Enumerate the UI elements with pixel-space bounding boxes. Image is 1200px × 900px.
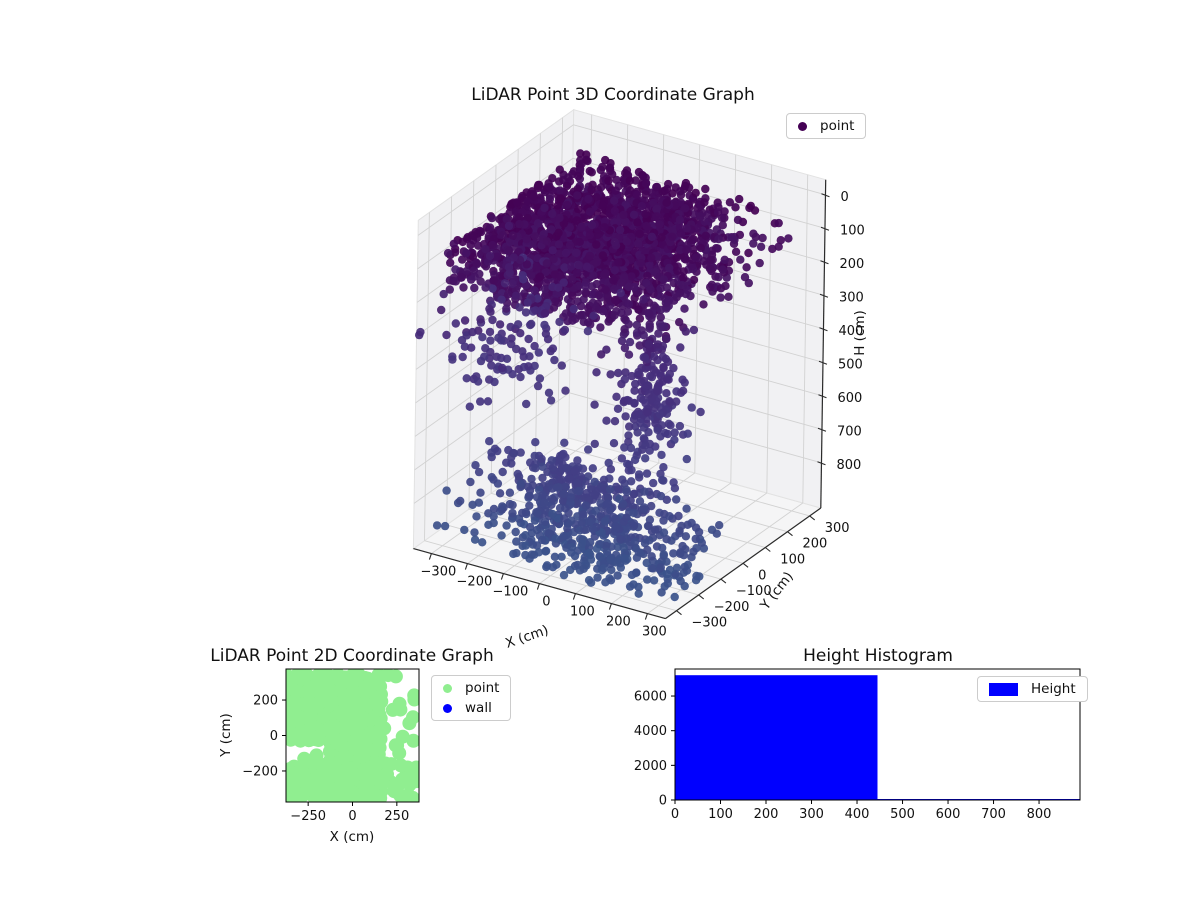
tick-label: 6000 <box>634 690 667 705</box>
tick-label: −200 <box>242 764 278 779</box>
hist-bar <box>675 675 878 800</box>
tick-label: 0 <box>671 807 679 822</box>
tick-label: 2000 <box>634 759 667 774</box>
hist-legend: Height <box>977 676 1088 702</box>
tick-label: 0 <box>840 190 848 205</box>
tick-label: 300 <box>825 521 850 536</box>
legend-item-point: point <box>443 680 499 696</box>
plot2d-xaxis-label: X (cm) <box>329 829 375 845</box>
tick-label: −200 <box>457 575 493 590</box>
legend-label: wall <box>465 700 492 716</box>
tick-label: 500 <box>890 807 915 822</box>
tick-label: 500 <box>838 357 863 372</box>
tick-label: 600 <box>837 391 862 406</box>
tick-label: −200 <box>714 600 750 615</box>
tick-label: 200 <box>253 694 278 709</box>
legend-label: Height <box>1031 681 1076 697</box>
tick-label: 300 <box>799 807 824 822</box>
tick-label: 0 <box>270 729 278 744</box>
tick-label: 100 <box>780 553 805 568</box>
tick-label: 0 <box>659 794 667 809</box>
tick-label: 0 <box>758 568 766 583</box>
plot3d-ticks: −300−200−1000100200300−300−200−100010020… <box>421 190 865 640</box>
tick-label: 800 <box>836 458 861 473</box>
tick-label: 4000 <box>634 724 667 739</box>
plot2d-title: LiDAR Point 2D Coordinate Graph <box>210 646 494 666</box>
tick-label: 100 <box>708 807 733 822</box>
tick-label: 0 <box>348 809 356 824</box>
wall-marker-icon <box>443 703 452 713</box>
hist-title: Height Histogram <box>803 646 953 666</box>
tick-label: 200 <box>839 257 864 272</box>
legend-item-height: Height <box>989 681 1076 697</box>
tick-label: 700 <box>837 424 862 439</box>
tick-label: 300 <box>642 625 667 640</box>
plot3d-points <box>415 149 793 602</box>
height-bar-swatch-icon <box>989 682 1018 696</box>
plot2d-yaxis-label: Y (cm) <box>218 713 234 757</box>
tick-label: 400 <box>838 324 863 339</box>
plot3d-zaxis-label: H (cm) <box>852 310 868 356</box>
plot2d-legend: point wall <box>431 675 512 721</box>
tick-label: −300 <box>421 565 457 580</box>
tick-label: 300 <box>839 290 864 305</box>
point-marker-icon <box>443 683 452 693</box>
tick-label: 100 <box>840 223 865 238</box>
legend-item-wall: wall <box>443 700 499 716</box>
legend-label: point <box>820 118 855 134</box>
tick-label: 600 <box>936 807 961 822</box>
tick-label: 100 <box>570 605 595 620</box>
tick-label: −250 <box>290 809 326 824</box>
plot3d-legend: point <box>786 113 867 139</box>
point-marker-icon <box>798 121 807 131</box>
plot2d-points <box>286 669 419 802</box>
plot3d-title: LiDAR Point 3D Coordinate Graph <box>471 85 755 105</box>
tick-label: 200 <box>754 807 779 822</box>
tick-label: 0 <box>542 595 550 610</box>
plot2d: −250 0 250 200 0 −200 <box>242 668 420 824</box>
tick-label: 200 <box>803 537 828 552</box>
tick-label: −100 <box>493 585 529 600</box>
tick-label: −100 <box>736 584 772 599</box>
tick-label: 250 <box>384 809 409 824</box>
tick-label: 800 <box>1027 807 1052 822</box>
legend-item-point: point <box>798 118 854 134</box>
tick-label: 700 <box>981 807 1006 822</box>
tick-label: −300 <box>692 616 728 631</box>
legend-label: point <box>465 680 500 696</box>
tick-label: 200 <box>606 615 631 630</box>
tick-label: 400 <box>845 807 870 822</box>
